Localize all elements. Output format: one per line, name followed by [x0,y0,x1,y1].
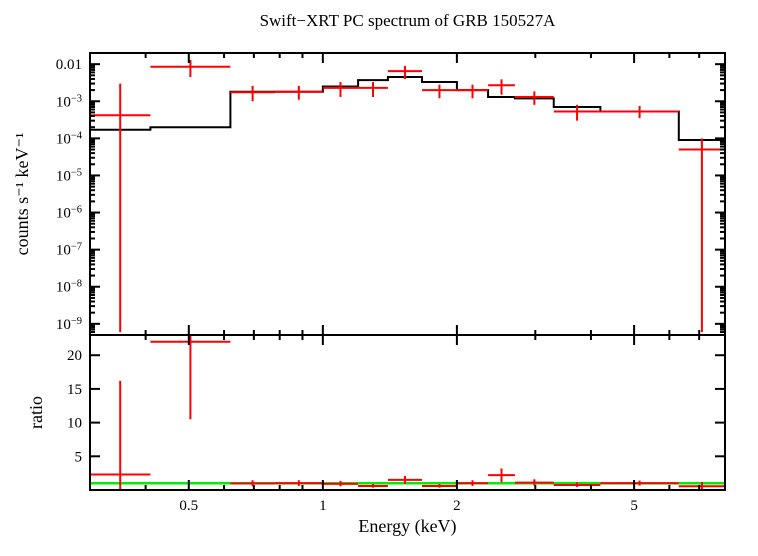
top-panel-content [90,77,725,140]
bottom-ylabel: ratio [26,396,46,429]
x-axis-label: Energy (keV) [358,516,456,537]
x-tick-label: 5 [630,498,638,514]
panel-frame [90,53,725,335]
y-tick-label: 10−7 [56,241,82,259]
error-bars [90,60,725,332]
y-tick-label: 10−8 [56,278,82,296]
y-tick-label: 10−5 [56,167,82,185]
y-tick-label: 5 [75,449,83,465]
x-tick-label: 0.5 [179,498,198,514]
y-tick-label: 10−4 [56,130,83,148]
model-stepline [90,77,725,140]
y-tick-label: 20 [67,348,82,364]
y-tick-label: 10 [67,416,82,432]
x-tick-label: 1 [319,498,327,514]
xrt-spectrum-chart: Swift−XRT PC spectrum of GRB 150527A 10−9… [0,0,758,556]
y-tick-label: 10−9 [56,315,82,333]
y-tick-label: 0.01 [56,57,82,73]
error-bars [90,335,725,490]
panel-frame [90,335,725,490]
y-tick-label: 10−3 [56,93,82,111]
y-tick-label: 10−6 [56,204,82,222]
chart-title: Swift−XRT PC spectrum of GRB 150527A [260,11,557,30]
y-tick-label: 15 [67,382,82,398]
x-tick-label: 2 [453,498,461,514]
top-ylabel: counts s⁻¹ keV⁻¹ [12,133,32,256]
